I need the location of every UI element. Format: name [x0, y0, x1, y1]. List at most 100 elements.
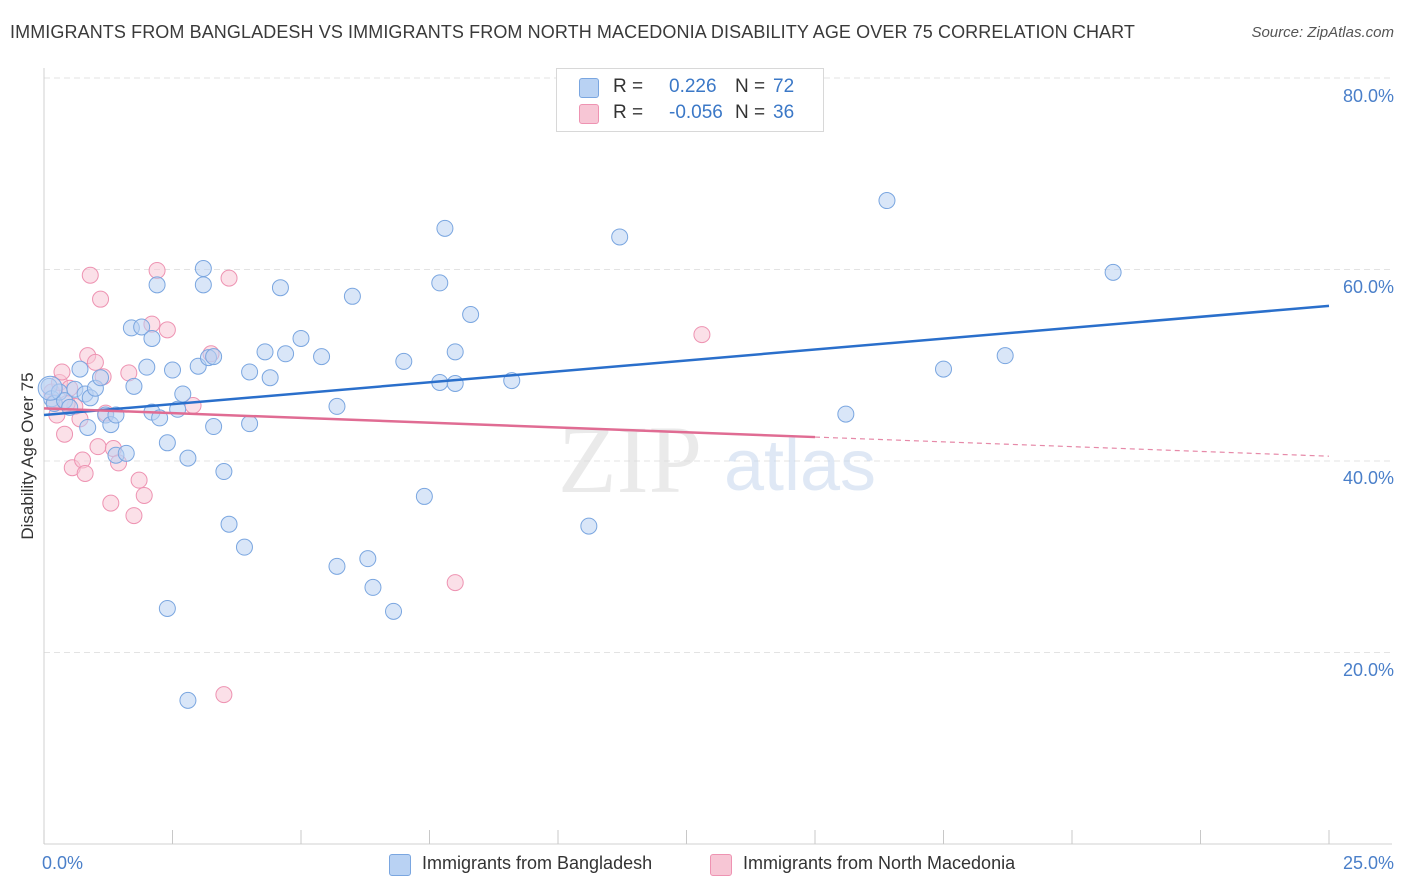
data-point-bangladesh — [179, 691, 197, 709]
data-point-bangladesh — [385, 602, 403, 620]
data-point-bangladesh — [205, 418, 223, 436]
data-point-bangladesh — [158, 434, 176, 452]
data-point-bangladesh — [462, 306, 480, 324]
data-point-bangladesh — [117, 444, 135, 462]
legend-r-value: -0.056 — [669, 102, 723, 123]
bottom-legend-swatch-bangladesh — [389, 854, 411, 876]
data-point-bangladesh — [313, 348, 331, 366]
x-tick-label-max: 25.0% — [1342, 853, 1394, 873]
legend-n-label: N = — [735, 76, 766, 97]
data-point-north-macedonia — [76, 464, 94, 482]
data-point-bangladesh — [935, 360, 952, 378]
data-point-north-macedonia — [158, 321, 176, 339]
data-point-bangladesh — [79, 418, 97, 436]
data-point-north-macedonia — [220, 269, 238, 287]
legend-swatch-bangladesh — [579, 78, 599, 98]
data-point-bangladesh — [92, 369, 110, 387]
data-point-north-macedonia — [130, 471, 148, 489]
data-point-bangladesh — [446, 343, 464, 361]
data-point-bangladesh — [415, 487, 433, 505]
data-point-bangladesh — [174, 385, 192, 403]
chart-source: Source: ZipAtlas.com — [1251, 24, 1394, 41]
y-tick-label-80: 80.0% — [1342, 86, 1394, 106]
bottom-legend-label-north-macedonia: Immigrants from North Macedonia — [743, 853, 1016, 873]
data-point-bangladesh — [241, 415, 259, 433]
y-tick-label-20: 20.0% — [1342, 660, 1394, 680]
trend-line-north-macedonia-extrapolated — [814, 436, 1330, 457]
data-point-north-macedonia — [148, 261, 166, 279]
legend-r-label: R = — [613, 102, 644, 123]
chart-title: IMMIGRANTS FROM BANGLADESH VS IMMIGRANTS… — [10, 22, 1136, 42]
data-point-bangladesh — [194, 260, 212, 278]
watermark-zip: ZIP — [558, 406, 702, 513]
data-point-bangladesh — [235, 538, 253, 556]
data-point-bangladesh — [878, 192, 896, 210]
data-point-bangladesh — [271, 279, 289, 297]
data-point-bangladesh — [996, 347, 1014, 365]
data-point-bangladesh — [359, 550, 377, 568]
legend-n-value: 36 — [773, 102, 795, 123]
data-point-bangladesh — [138, 358, 156, 376]
data-point-bangladesh — [194, 276, 212, 294]
data-point-bangladesh — [446, 374, 464, 392]
legend-n-label: N = — [735, 102, 766, 123]
data-point-bangladesh — [71, 360, 89, 378]
watermark: ZIP atlas — [558, 406, 876, 513]
trend-line-bangladesh — [43, 304, 1330, 417]
data-point-bangladesh — [215, 463, 233, 481]
legend-swatch-north-macedonia — [579, 104, 599, 124]
data-point-bangladesh — [328, 397, 346, 415]
data-point-bangladesh — [261, 369, 279, 387]
data-point-north-macedonia — [86, 353, 104, 371]
bottom-legend-label-bangladesh: Immigrants from Bangladesh — [422, 853, 653, 873]
data-point-north-macedonia — [125, 507, 143, 525]
data-point-bangladesh — [436, 219, 454, 237]
trend-lines — [43, 304, 1330, 457]
data-point-north-macedonia — [215, 686, 233, 704]
data-point-north-macedonia — [135, 486, 153, 504]
y-tick-label-60: 60.0% — [1342, 277, 1394, 297]
data-point-bangladesh — [328, 557, 346, 575]
data-point-bangladesh — [220, 515, 238, 533]
data-point-bangladesh — [343, 287, 361, 305]
legend-r-value: 0.226 — [669, 76, 717, 97]
data-point-bangladesh — [125, 377, 143, 395]
axes — [43, 68, 1392, 845]
x-tick-label-min: 0.0% — [42, 853, 84, 873]
y-axis-label: Disability Age Over 75 — [18, 372, 37, 540]
data-point-bangladesh — [205, 348, 223, 366]
correlation-legend: R = 0.226 N = 72 R = -0.056 N = 36 — [556, 68, 824, 132]
data-point-bangladesh — [837, 405, 855, 423]
data-point-north-macedonia — [53, 363, 71, 381]
data-point-bangladesh — [164, 361, 181, 379]
data-point-bangladesh — [133, 318, 151, 336]
data-point-bangladesh — [158, 599, 176, 617]
bottom-legend-swatch-north-macedonia — [710, 854, 732, 876]
data-point-north-macedonia — [102, 494, 120, 512]
watermark-atlas: atlas — [724, 426, 876, 506]
legend-r-label: R = — [613, 76, 644, 97]
data-point-north-macedonia — [446, 574, 464, 592]
legend-n-value: 72 — [773, 76, 795, 97]
y-tick-label-40: 40.0% — [1342, 468, 1394, 488]
data-point-bangladesh — [431, 274, 449, 292]
data-point-bangladesh — [277, 345, 295, 363]
data-point-north-macedonia — [81, 266, 99, 284]
data-point-north-macedonia — [693, 326, 711, 344]
data-point-bangladesh-cluster — [37, 375, 63, 401]
data-point-bangladesh — [256, 343, 274, 361]
trend-line-north-macedonia — [43, 407, 816, 439]
data-point-bangladesh — [611, 228, 629, 246]
data-point-north-macedonia — [92, 290, 110, 308]
data-point-bangladesh — [179, 449, 197, 467]
data-point-bangladesh — [241, 363, 259, 381]
data-point-bangladesh — [143, 329, 161, 347]
data-point-north-macedonia — [56, 425, 74, 443]
data-point-bangladesh — [395, 352, 413, 370]
data-point-bangladesh — [1104, 263, 1122, 281]
data-point-north-macedonia — [89, 438, 107, 456]
data-point-bangladesh — [148, 276, 166, 294]
data-point-bangladesh — [292, 329, 310, 347]
data-point-bangladesh — [580, 517, 598, 535]
